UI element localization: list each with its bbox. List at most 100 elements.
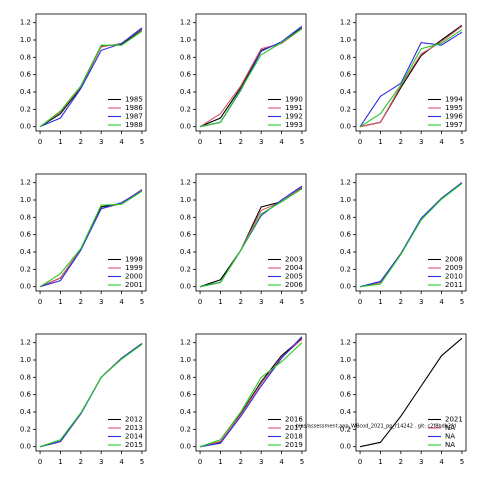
y-tick-label: 0.6 xyxy=(340,71,352,79)
series-line xyxy=(199,336,303,448)
legend-label: 2009 xyxy=(445,264,463,272)
x-tick-label: 1 xyxy=(218,298,222,306)
y-tick-label: 1.0 xyxy=(180,36,191,44)
legend-label: 1997 xyxy=(445,121,463,129)
y-tick-label: 0.4 xyxy=(20,248,32,256)
x-tick-label: 1 xyxy=(58,458,62,466)
x-tick-label: 3 xyxy=(259,458,263,466)
legend-label: 2011 xyxy=(445,281,463,289)
x-tick-label: 1 xyxy=(378,138,382,146)
y-tick-label: 1.0 xyxy=(340,36,351,44)
x-tick-label: 1 xyxy=(378,298,382,306)
legend-label: 2017 xyxy=(285,424,303,432)
legend-label: NA xyxy=(445,424,455,432)
y-tick-label: 0.6 xyxy=(20,391,32,399)
legend-label: 1988 xyxy=(125,121,143,129)
x-tick-label: 5 xyxy=(460,138,464,146)
plot-frame xyxy=(35,13,147,132)
x-tick-label: 1 xyxy=(58,298,62,306)
x-tick-label: 0 xyxy=(198,138,202,146)
series-line xyxy=(199,342,303,448)
legend-label: 1995 xyxy=(445,104,463,112)
x-tick-label: 2 xyxy=(239,298,243,306)
y-tick-label: 0.4 xyxy=(340,248,352,256)
y-tick-label: 0.4 xyxy=(20,408,32,416)
x-tick-label: 2 xyxy=(239,138,243,146)
legend-label: 2006 xyxy=(285,281,303,289)
x-tick-label: 0 xyxy=(358,138,362,146)
legend-label: 2004 xyxy=(285,264,303,272)
x-tick-label: 4 xyxy=(119,298,124,306)
x-tick-label: 4 xyxy=(279,138,284,146)
x-tick-label: 2 xyxy=(79,298,83,306)
series-line xyxy=(39,27,143,128)
legend-label: 1991 xyxy=(285,104,303,112)
x-tick-label: 0 xyxy=(38,458,42,466)
y-tick-label: 1.0 xyxy=(180,196,191,204)
x-tick-label: 3 xyxy=(259,138,263,146)
y-tick-label: 1.2 xyxy=(180,19,191,27)
legend-label: 2014 xyxy=(125,433,143,441)
x-tick-label: 4 xyxy=(439,298,444,306)
y-tick-label: 0.8 xyxy=(340,373,351,381)
x-tick-label: 3 xyxy=(419,458,423,466)
y-tick-label: 1.2 xyxy=(340,179,351,187)
x-tick-label: 5 xyxy=(300,298,304,306)
y-tick-label: 0.6 xyxy=(340,391,352,399)
y-tick-label: 1.2 xyxy=(340,19,351,27)
y-tick-label: 1.2 xyxy=(20,179,31,187)
plot-frame xyxy=(355,333,467,452)
x-tick-label: 0 xyxy=(198,458,202,466)
x-tick-label: 5 xyxy=(140,458,144,466)
plot-frame xyxy=(355,173,467,292)
legend-label: 2021 xyxy=(445,416,463,424)
legend-label: 2008 xyxy=(445,256,463,264)
y-tick-label: 0.4 xyxy=(340,88,352,96)
x-tick-label: 0 xyxy=(38,138,42,146)
y-tick-label: 1.0 xyxy=(340,356,351,364)
y-tick-label: 1.2 xyxy=(180,339,191,347)
y-tick-label: 1.0 xyxy=(340,196,351,204)
x-tick-label: 5 xyxy=(140,298,144,306)
x-tick-label: 5 xyxy=(300,458,304,466)
y-tick-label: 0.6 xyxy=(20,71,32,79)
y-tick-label: 0.8 xyxy=(340,213,351,221)
y-tick-label: 0.4 xyxy=(180,248,192,256)
x-tick-label: 1 xyxy=(58,138,62,146)
legend-label: 1998 xyxy=(125,256,143,264)
legend-label: 2018 xyxy=(285,433,303,441)
series-line xyxy=(39,30,143,128)
legend-label: 2003 xyxy=(285,256,303,264)
y-tick-label: 0.0 xyxy=(340,283,351,291)
x-tick-label: 0 xyxy=(38,298,42,306)
y-tick-label: 0.8 xyxy=(340,53,351,61)
legend-label: NA xyxy=(445,433,455,441)
series-line xyxy=(39,190,143,288)
legend-label: 1985 xyxy=(125,96,143,104)
series-line xyxy=(360,183,463,288)
x-tick-label: 3 xyxy=(99,458,103,466)
legend-label: 1987 xyxy=(125,113,143,121)
y-tick-label: 0.2 xyxy=(180,265,191,273)
legend-label: 2012 xyxy=(125,416,143,424)
series-line xyxy=(39,343,143,448)
plot-frame xyxy=(195,173,307,292)
y-tick-label: 0.2 xyxy=(180,425,191,433)
series-line xyxy=(199,337,303,448)
x-tick-label: 1 xyxy=(378,458,382,466)
series-line xyxy=(359,29,463,128)
y-tick-label: 1.0 xyxy=(20,196,31,204)
x-tick-label: 3 xyxy=(259,298,263,306)
legend-label: 2013 xyxy=(125,424,143,432)
legend-label: 1990 xyxy=(285,96,303,104)
x-tick-label: 0 xyxy=(198,298,202,306)
y-tick-label: 1.0 xyxy=(180,356,191,364)
y-tick-label: 0.8 xyxy=(180,213,191,221)
x-tick-label: 4 xyxy=(439,458,444,466)
series-line xyxy=(39,189,143,288)
y-tick-label: 0.4 xyxy=(20,88,32,96)
y-tick-label: 0.0 xyxy=(20,123,31,131)
legend-label: 1996 xyxy=(445,113,463,121)
